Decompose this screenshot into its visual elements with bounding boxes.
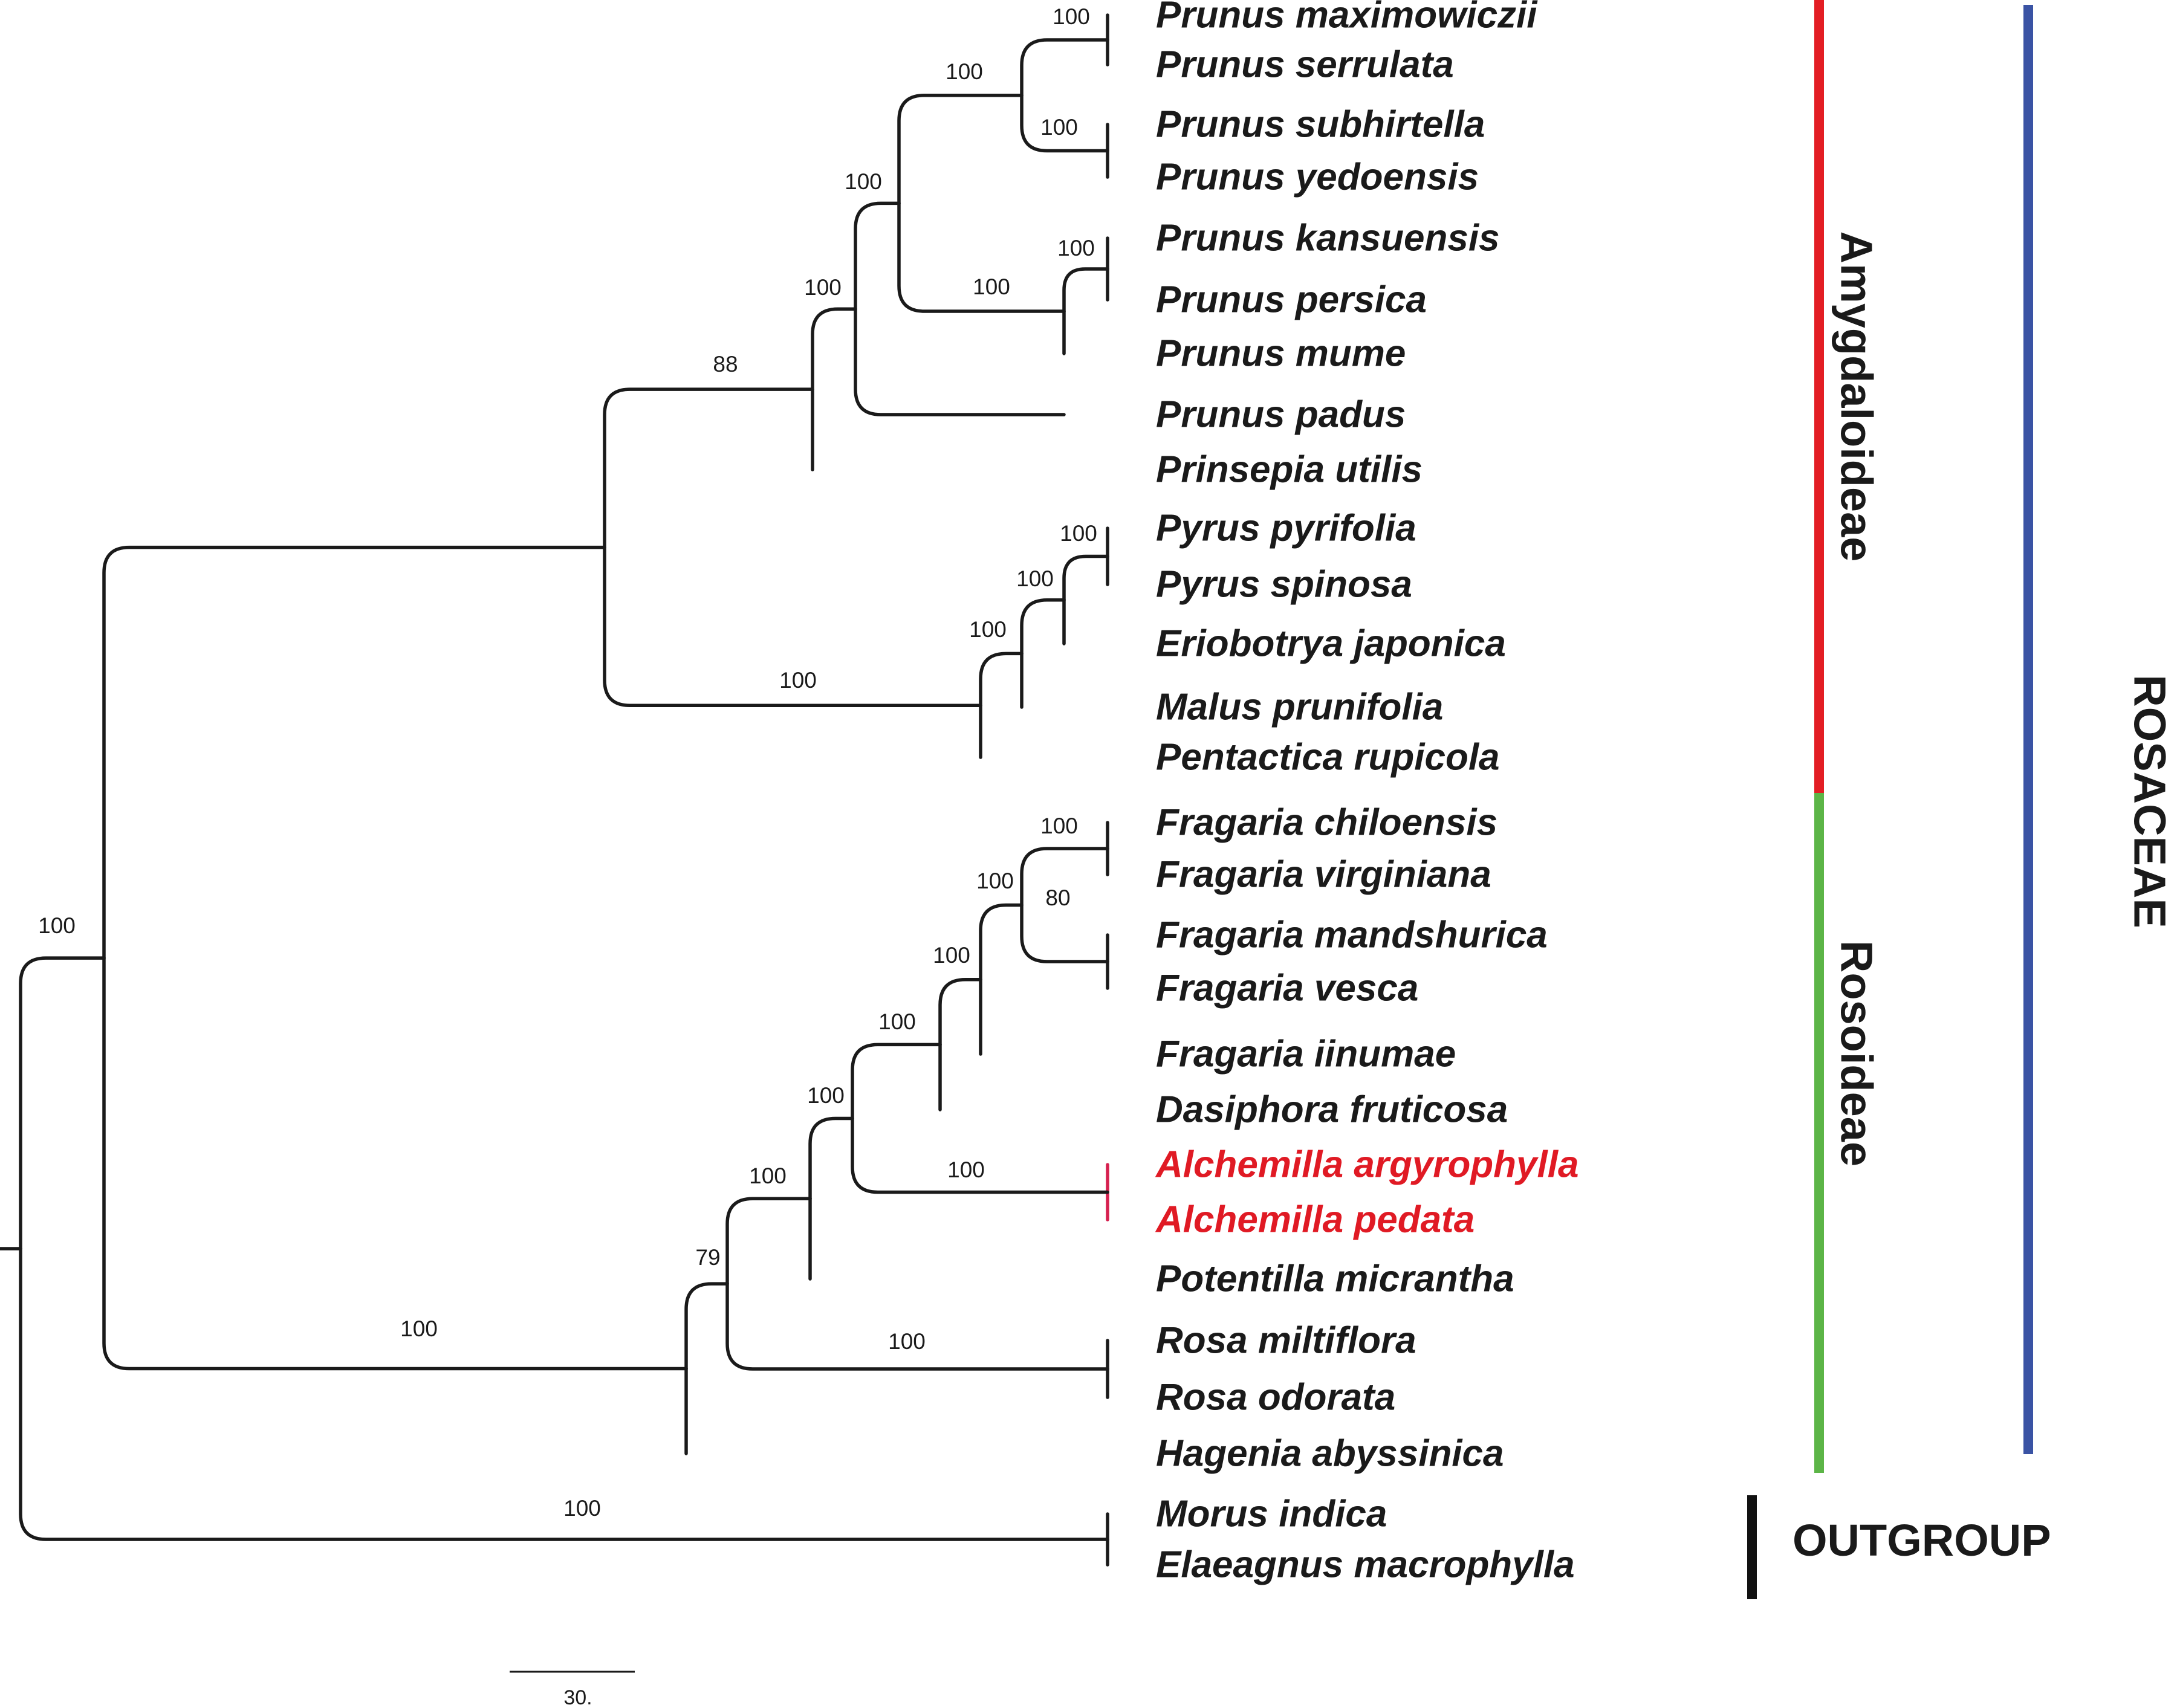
branch-prunus-a (897, 94, 1024, 205)
taxon-label: Potentilla micrantha (1156, 1258, 1514, 1300)
taxon-label: Prunus maximowiczii (1156, 0, 1538, 36)
taxon-label: Pyrus pyrifolia (1156, 508, 1416, 549)
branch-fragaria (938, 978, 982, 1047)
branch-root-ingroup (19, 956, 106, 1250)
support-value-pyrus: 100 (1060, 521, 1097, 546)
branch-maxi-serr (1020, 38, 1109, 97)
branch-subh-yedo (1020, 94, 1109, 153)
branch-outgroup (19, 1247, 1109, 1541)
branch-prunus-prinsepia (811, 307, 857, 391)
taxon-label: Prunus kansuensis (1156, 218, 1500, 259)
support-value-amygdaloideae: 88 (713, 352, 738, 377)
rosaceae-label: ROSACEAE (2125, 674, 2175, 928)
tree-branches (0, 13, 1109, 1567)
support-value-mand-vesc: 80 (1045, 885, 1070, 910)
branch-frag-dasi (851, 1043, 942, 1121)
support-value-frag-dasi: 100 (878, 1009, 916, 1034)
support-value-kans-pers-mume: 100 (973, 274, 1010, 299)
support-value-maleae: 100 (779, 668, 817, 693)
support-value-subh-yedo: 100 (1040, 115, 1078, 140)
branch-ros-a (684, 1282, 729, 1371)
support-value-maleae-core: 100 (969, 617, 1007, 642)
taxon-label: Pentactica rupicola (1156, 737, 1500, 778)
taxon-label: Elaeagnus macrophylla (1156, 1544, 1575, 1586)
branch-maleae-core (979, 652, 1024, 707)
rosoideae-label: Rosoideae (1832, 940, 1882, 1166)
branch-rosa (725, 1282, 1109, 1371)
outgroup-label: OUTGROUP (1793, 1515, 2051, 1565)
branch-pyrus (1062, 554, 1109, 602)
support-value-rosoideae: 100 (400, 1316, 438, 1341)
support-value-root-ingroup: 100 (38, 913, 76, 938)
scale-bar-label: 30. (563, 1686, 592, 1708)
support-value-prunus-a: 100 (946, 59, 983, 84)
taxon-label: Alchemilla pedata (1155, 1199, 1475, 1241)
support-value-kans-pers: 100 (1057, 236, 1095, 260)
taxon-label: Fragaria chiloensis (1156, 802, 1497, 844)
branch-pyrus-erio (1020, 598, 1066, 656)
taxon-label: Prunus mume (1156, 333, 1406, 375)
taxon-labels: Prunus maximowiczii Prunus serrulata Prunu… (1155, 0, 1578, 1586)
branch-kans-pers-mume (897, 201, 1066, 313)
taxon-label: Pyrus spinosa (1156, 564, 1412, 606)
taxon-label: Morus indica (1156, 1493, 1387, 1535)
support-value-root-outgroup: 100 (563, 1496, 601, 1521)
support-value-alchemilla: 100 (947, 1157, 985, 1182)
support-value-prunus: 100 (845, 169, 882, 194)
taxon-label: Eriobotrya japonica (1156, 623, 1506, 665)
taxon-label: Prunus padus (1156, 394, 1406, 436)
branch-rosoideae (102, 956, 688, 1371)
taxon-label: Malus prunifolia (1156, 687, 1443, 728)
taxon-label: Rosa odorata (1156, 1377, 1395, 1418)
support-value-prunus-prinsepia: 100 (804, 275, 842, 300)
taxon-label: Fragaria virginiana (1156, 854, 1491, 896)
branch-kans-pers (1062, 267, 1109, 313)
bootstrap-support-values: 100 100 100 100 100 100 100 88 100 100 100 100 100 80… (38, 4, 1097, 1521)
clade-bars (1747, 0, 2033, 1599)
taxon-label: Fragaria vesca (1156, 968, 1418, 1009)
support-value-frag-ab: 100 (976, 869, 1014, 893)
branch-frag-ab (979, 903, 1024, 982)
taxon-label: Alchemilla argyrophylla (1155, 1144, 1578, 1186)
branch-ros-b (725, 1197, 812, 1286)
taxon-label: Dasiphora fruticosa (1156, 1089, 1508, 1131)
amygdaloideae-label: Amygdaloideae (1832, 231, 1882, 562)
taxon-label: Prunus subhirtella (1156, 104, 1485, 146)
support-value-rosa: 100 (888, 1329, 926, 1354)
branch-tip-8 (854, 307, 1066, 416)
branch-amyg-core (603, 387, 814, 549)
taxon-label: Fragaria mandshurica (1156, 914, 1548, 956)
branch-ros-c (808, 1116, 854, 1200)
support-value-chil-virg: 100 (1040, 814, 1078, 838)
taxon-label: Rosa miltiflora (1156, 1320, 1416, 1362)
taxon-label: Prinsepia utilis (1156, 449, 1423, 491)
branch-amygdaloideae (102, 545, 606, 960)
branch-maleae (603, 545, 982, 707)
branch-prunus (854, 201, 901, 311)
taxon-label: Prunus yedoensis (1156, 157, 1479, 198)
branch-chil-virg (1020, 847, 1109, 907)
branch-mand-vesc (1020, 903, 1109, 963)
branch-alchemilla (851, 1116, 1109, 1194)
support-value-maxi-serr: 100 (1053, 4, 1090, 29)
support-value-ros-b: 100 (749, 1163, 787, 1188)
support-value-fragaria: 100 (933, 943, 970, 968)
support-value-ros-a: 79 (695, 1245, 720, 1270)
support-value-pyrus-erio: 100 (1016, 566, 1054, 591)
taxon-label: Fragaria iinumae (1156, 1034, 1456, 1075)
support-value-ros-c: 100 (807, 1083, 845, 1108)
taxon-label: Prunus persica (1156, 279, 1427, 321)
taxon-label: Hagenia abyssinica (1156, 1433, 1504, 1475)
taxon-label: Prunus serrulata (1156, 44, 1454, 86)
